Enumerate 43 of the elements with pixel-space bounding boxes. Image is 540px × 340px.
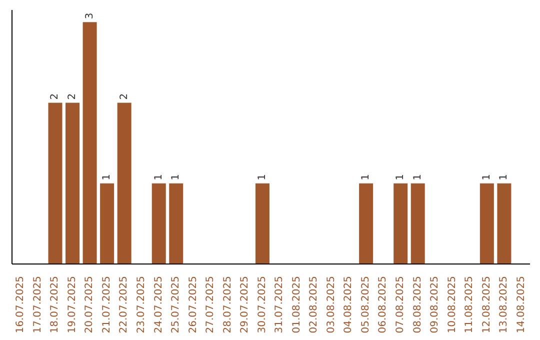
x-tick-label: 14.08.2025 xyxy=(516,276,527,334)
x-tick-label: 01.08.2025 xyxy=(291,276,302,334)
x-tick-label: 17.07.2025 xyxy=(32,276,44,334)
x-tick-label: 09.08.2025 xyxy=(430,276,441,334)
x-tick-label: 03.08.2025 xyxy=(326,276,337,334)
x-tick-label: 25.07.2025 xyxy=(170,276,182,334)
x-tick-label: 26.07.2025 xyxy=(188,276,199,334)
x-tick-label: 30.07.2025 xyxy=(256,276,268,334)
data-label: 1 xyxy=(395,174,406,180)
x-tick-label: 02.08.2025 xyxy=(308,276,320,334)
x-tick-label: 08.08.2025 xyxy=(412,276,424,334)
data-label: 1 xyxy=(498,174,510,180)
x-tick-label: 20.07.2025 xyxy=(84,276,96,334)
x-tick-label: 12.08.2025 xyxy=(481,276,492,334)
x-tick-label: 16.07.2025 xyxy=(15,276,26,334)
data-label: 2 xyxy=(50,93,61,100)
x-tick-label: 06.08.2025 xyxy=(378,276,389,334)
x-tick-label: 24.07.2025 xyxy=(153,276,164,334)
data-label: 1 xyxy=(256,174,268,180)
x-tick-label: 19.07.2025 xyxy=(66,276,78,334)
x-tick-label: 05.08.2025 xyxy=(360,276,372,334)
x-tick-label: 22.07.2025 xyxy=(118,276,130,334)
data-label: 1 xyxy=(481,174,492,180)
data-label: 1 xyxy=(102,174,113,180)
x-tick-label: 13.08.2025 xyxy=(498,276,510,334)
x-tick-label: 11.08.2025 xyxy=(464,276,476,334)
x-tick-label: 04.08.2025 xyxy=(343,276,354,334)
x-tick-label: 21.07.2025 xyxy=(101,276,112,334)
x-tick-label: 10.08.2025 xyxy=(446,276,458,334)
data-label: 2 xyxy=(67,93,78,100)
data-label: 1 xyxy=(360,174,372,180)
x-tick-label: 28.07.2025 xyxy=(222,276,234,334)
x-tick-label: 07.08.2025 xyxy=(395,276,406,334)
x-tick-label: 18.07.2025 xyxy=(50,276,61,334)
data-label: 1 xyxy=(153,174,164,180)
data-label: 1 xyxy=(412,174,424,180)
data-label: 1 xyxy=(170,174,182,180)
x-tick-label: 31.07.2025 xyxy=(274,276,286,334)
x-tick-label: 23.07.2025 xyxy=(136,276,147,334)
x-tick-label: 29.07.2025 xyxy=(240,276,251,334)
data-label: 3 xyxy=(84,12,96,20)
data-label: 2 xyxy=(118,93,130,100)
x-tick-label: 27.07.2025 xyxy=(205,276,216,334)
